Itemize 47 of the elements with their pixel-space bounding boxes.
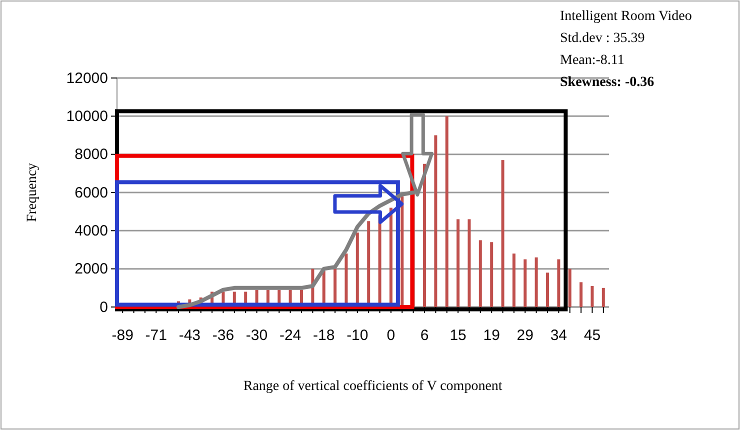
x-tick-label: -18 [313, 327, 335, 344]
bar [445, 116, 448, 307]
y-axis-title: Frequency [25, 162, 40, 222]
line-series [176, 190, 416, 309]
bar [423, 164, 426, 307]
x-tick-label: -30 [246, 327, 268, 344]
y-tick-label: 0 [100, 298, 108, 316]
bar [534, 257, 538, 307]
bar [580, 282, 583, 307]
x-tick-label: 29 [516, 327, 534, 344]
x-tick-label: -71 [145, 327, 167, 344]
bar [400, 196, 404, 307]
x-tick-label: -10 [346, 327, 368, 344]
y-tick-label: 6000 [74, 184, 108, 202]
text: Mean:-8.11 [560, 53, 624, 68]
bar [456, 219, 460, 307]
x-tick-label: 15 [450, 327, 466, 344]
y-tick-label: 2000 [74, 260, 108, 278]
bar [478, 240, 482, 307]
bar [434, 135, 438, 307]
y-tick-label: 8000 [74, 146, 108, 164]
x-tick-label: 34 [550, 327, 568, 344]
y-tick-label: 4000 [74, 222, 108, 240]
y-tick-label: 10000 [66, 108, 108, 125]
x-tick-label: -43 [178, 327, 201, 344]
x-tick-label: 0 [386, 327, 396, 344]
bar [557, 259, 560, 307]
x-axis-title: Range of vertical coefficients of V component [243, 379, 502, 394]
bar [546, 272, 549, 307]
text: Intelligent Room Video [560, 9, 692, 24]
bar [524, 259, 527, 307]
bar [590, 286, 594, 307]
x-tick-label: 19 [483, 327, 500, 344]
bar [501, 160, 504, 307]
x-tick-label: -89 [112, 327, 134, 344]
bar [490, 242, 494, 307]
bar [512, 254, 516, 307]
x-tick-label: -36 [212, 327, 234, 344]
x-tick-label: 6 [420, 327, 429, 344]
bar [568, 268, 572, 307]
text: Std.dev : 35.39 [560, 31, 645, 46]
bar [602, 288, 605, 307]
y-tick-label: 12000 [66, 70, 108, 87]
annotation: Skewness: -0.36 [560, 75, 654, 90]
x-tick-label: 45 [584, 327, 601, 344]
bar [468, 219, 471, 307]
x-tick-label: -24 [279, 327, 302, 344]
